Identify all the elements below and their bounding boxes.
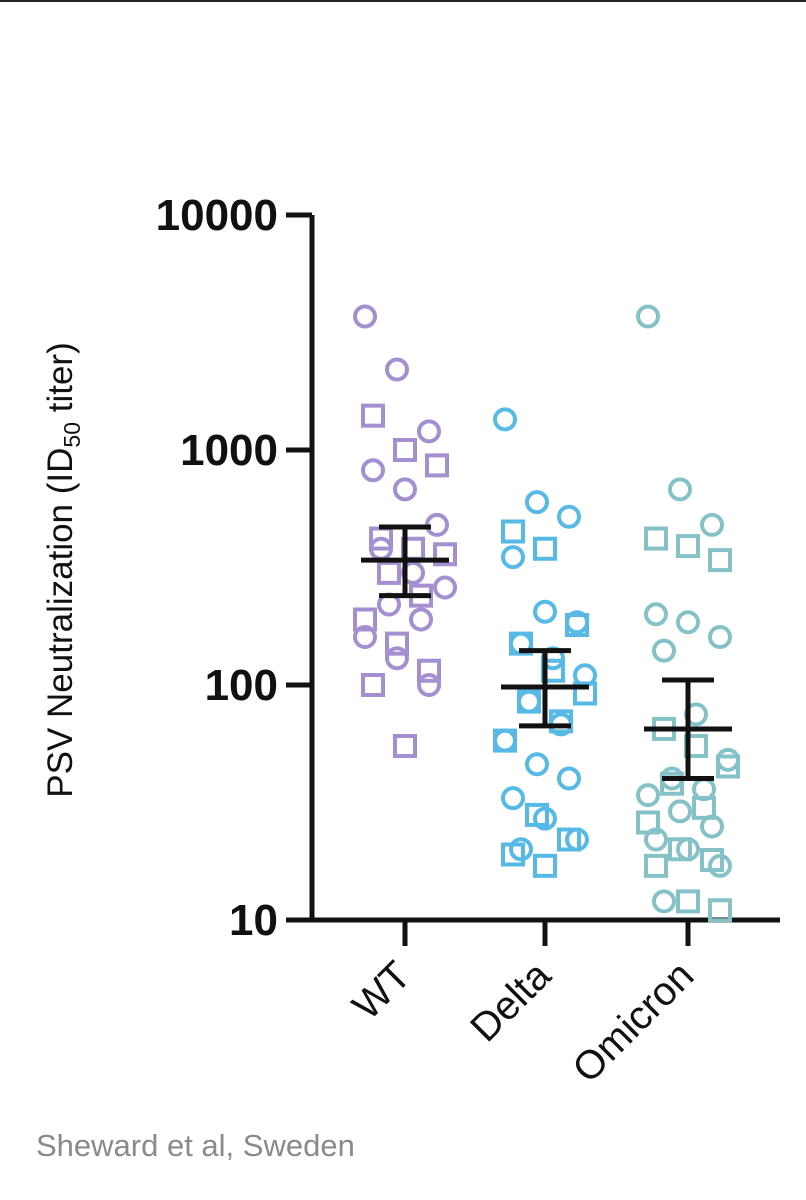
data-point-circle (385, 646, 409, 671)
data-point-circle (636, 783, 660, 808)
data-point-square (533, 853, 557, 878)
y-axis-label-tail: titer) (41, 342, 80, 422)
data-point-circle (708, 625, 732, 650)
data-point-circle (353, 304, 377, 329)
y-tick-label: 10000 (156, 191, 278, 240)
data-point-circle (417, 419, 441, 444)
data-point-square (353, 607, 377, 632)
data-point-square (644, 853, 668, 878)
data-point-square (676, 534, 700, 559)
data-point-circle (409, 607, 433, 632)
data-point-square (501, 519, 525, 544)
data-point-circle (565, 610, 589, 635)
data-point-circle (517, 689, 541, 714)
y-axis-label: PSV Neutralization (ID50 titer) (41, 342, 85, 797)
data-point-circle (417, 673, 441, 697)
data-point-circle (557, 766, 581, 791)
source-credit: Sheward et al, Sweden (36, 1128, 355, 1163)
data-point-circle (433, 575, 457, 600)
data-point-square (385, 631, 409, 656)
data-point-circle (361, 458, 385, 483)
data-point-circle (700, 814, 724, 839)
data-point-circle (533, 806, 557, 831)
data-point-circle (501, 545, 525, 570)
x-tick-label: WT (344, 953, 419, 1028)
y-axis-label-subscript: 50 (59, 422, 85, 448)
data-point-circle (636, 304, 660, 329)
data-point-circle (676, 837, 700, 862)
data-point-circle (676, 610, 700, 635)
data-point-circle (644, 827, 668, 852)
data-point-circle (493, 728, 517, 753)
data-point-circle (385, 357, 409, 382)
data-point-square (425, 453, 449, 478)
data-point-square (417, 658, 441, 683)
data-point-square (393, 438, 417, 462)
data-point-square (557, 827, 581, 852)
data-point-circle (644, 602, 668, 627)
data-point-circle (565, 827, 589, 852)
x-tick-label: Delta (462, 953, 560, 1051)
data-point-square (361, 673, 385, 697)
data-point-square (393, 734, 417, 759)
data-point-circle (716, 747, 740, 772)
top-divider (0, 0, 806, 2)
data-point-circle (501, 786, 525, 811)
data-point-square (668, 837, 692, 862)
data-point-square (361, 403, 385, 428)
data-point-circle (509, 837, 533, 862)
data-point-square (644, 526, 668, 551)
data-point-circle (700, 512, 724, 537)
data-point-circle (668, 477, 692, 502)
data-point-circle (652, 638, 676, 663)
data-point-circle (533, 599, 557, 624)
y-axis-label-main: PSV Neutralization (ID (41, 448, 80, 798)
x-tick-label: Omicron (564, 953, 702, 1091)
data-point-circle (393, 477, 417, 502)
data-point-square (676, 889, 700, 914)
data-point-circle (652, 889, 676, 914)
data-point-square (708, 898, 732, 923)
y-tick-label: 100 (205, 661, 278, 710)
data-point-circle (493, 407, 517, 432)
chart-body: 10 100 1000 10000 WT Delta Omicron (156, 191, 780, 1091)
y-tick-label: 1000 (180, 426, 278, 475)
data-point-square (377, 560, 401, 585)
data-point-circle (668, 799, 692, 824)
data-point-circle (525, 490, 549, 515)
y-tick-label: 10 (229, 896, 278, 945)
data-point-circle (557, 504, 581, 529)
data-point-square (433, 542, 457, 567)
data-point-circle (708, 853, 732, 878)
data-point-circle (525, 752, 549, 777)
data-point-square (708, 548, 732, 573)
data-point-circle (353, 625, 377, 650)
data-point-circle (509, 631, 533, 656)
data-point-square (533, 536, 557, 561)
